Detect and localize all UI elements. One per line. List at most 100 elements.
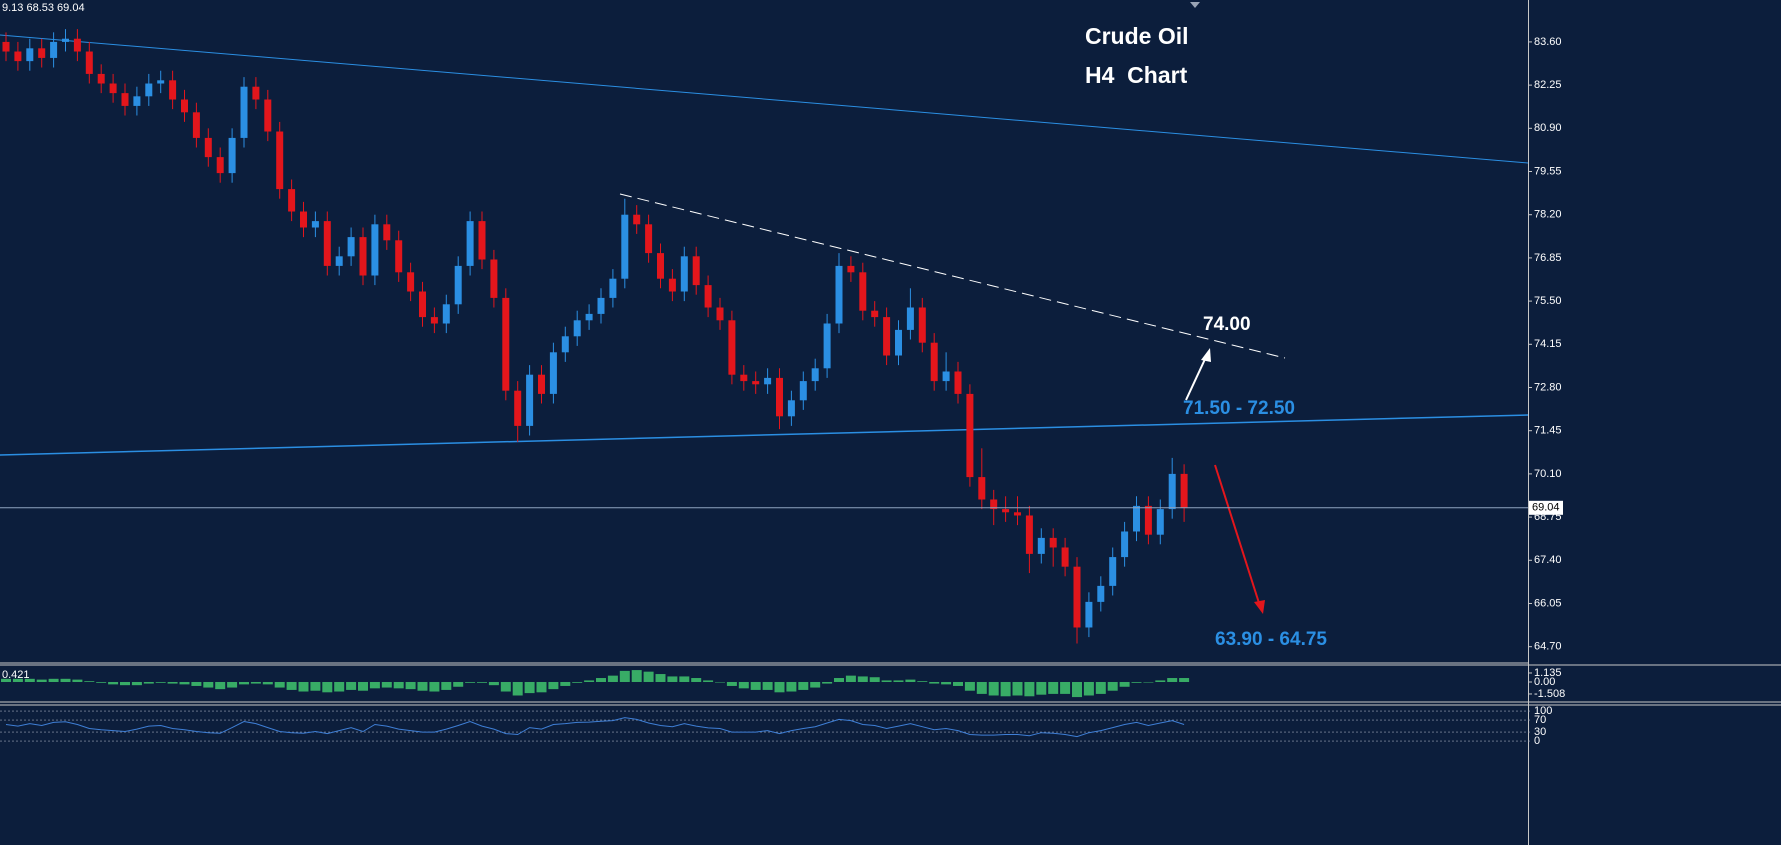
candle-body bbox=[121, 93, 129, 106]
macd-bar bbox=[798, 681, 809, 690]
down-arrow bbox=[1214, 464, 1260, 604]
candle-body bbox=[609, 278, 617, 298]
candle-body bbox=[645, 224, 653, 254]
macd-bar bbox=[750, 681, 761, 690]
candle-body bbox=[906, 307, 914, 330]
candle-body bbox=[430, 317, 438, 324]
candle-body bbox=[407, 272, 415, 292]
candle-body bbox=[38, 48, 46, 58]
macd-bar bbox=[453, 681, 464, 687]
rsi-tick-label: 0 bbox=[1534, 735, 1540, 747]
up-arrow bbox=[1185, 356, 1207, 401]
candle-body bbox=[442, 304, 450, 324]
down-arrow-head bbox=[1254, 600, 1265, 614]
macd-tick-label: 1.135 bbox=[1534, 667, 1562, 679]
candle-body bbox=[668, 278, 676, 292]
macd-bar bbox=[298, 681, 309, 692]
candle-body bbox=[954, 371, 962, 394]
macd-bar bbox=[36, 679, 47, 682]
macd-current: 0.421 bbox=[2, 669, 30, 681]
candle-body bbox=[1037, 537, 1045, 554]
macd-bar bbox=[429, 681, 440, 692]
macd-bar bbox=[120, 681, 130, 686]
candle-body bbox=[133, 96, 141, 106]
macd-bar bbox=[1155, 680, 1166, 682]
macd-bar bbox=[536, 681, 547, 693]
candle-body bbox=[692, 256, 700, 286]
candle-body bbox=[228, 137, 236, 174]
macd-bar bbox=[1072, 681, 1082, 698]
macd-bar bbox=[393, 681, 404, 689]
candle-body bbox=[181, 99, 188, 113]
macd-bar bbox=[405, 681, 416, 690]
y-tick-label: 72.80 bbox=[1534, 381, 1562, 393]
macd-bar bbox=[203, 681, 214, 688]
candle-body bbox=[585, 313, 593, 321]
macd-bar bbox=[441, 681, 452, 690]
candle-body bbox=[573, 320, 581, 337]
macd-bar bbox=[619, 670, 630, 682]
candle-body bbox=[1061, 547, 1069, 567]
macd-bar bbox=[1024, 681, 1035, 697]
macd-bar bbox=[215, 681, 226, 690]
macd-bar bbox=[358, 681, 368, 691]
rsi-tick-label: 30 bbox=[1534, 726, 1546, 738]
y-tick-label: 75.50 bbox=[1534, 295, 1562, 307]
candle-body bbox=[1085, 601, 1093, 628]
marker bbox=[1190, 2, 1200, 8]
candle-body bbox=[383, 224, 391, 241]
y-tick-label: 67.40 bbox=[1534, 554, 1562, 566]
macd-bar bbox=[167, 681, 178, 684]
candle-body bbox=[276, 131, 284, 190]
candle-body bbox=[859, 272, 867, 311]
macd-bar bbox=[322, 681, 333, 693]
macd-bar bbox=[655, 674, 666, 682]
candle-body bbox=[514, 390, 522, 426]
candle-body bbox=[311, 221, 319, 228]
macd-bar bbox=[96, 681, 107, 683]
y-tick-label: 71.45 bbox=[1534, 425, 1562, 437]
last-price-box bbox=[1529, 500, 1563, 515]
macd-bar bbox=[500, 681, 511, 692]
candle-body bbox=[478, 221, 486, 260]
candle-body bbox=[752, 381, 760, 385]
macd-bar bbox=[596, 678, 606, 682]
candle-body bbox=[240, 86, 248, 138]
candle-body bbox=[1014, 512, 1021, 516]
macd-bar bbox=[726, 681, 737, 686]
candle-body bbox=[764, 377, 772, 385]
y-tick-label: 83.60 bbox=[1534, 36, 1562, 48]
macd-bar bbox=[667, 676, 678, 682]
resistance-trendline bbox=[0, 34, 1529, 164]
support-trendline bbox=[0, 414, 1529, 456]
macd-bar bbox=[905, 679, 916, 682]
macd-bar bbox=[869, 677, 880, 682]
candle-body bbox=[990, 499, 998, 510]
candle-body bbox=[871, 310, 879, 318]
macd-bar bbox=[1048, 681, 1059, 694]
macd-bar bbox=[48, 678, 59, 682]
macd-bar bbox=[1000, 681, 1011, 697]
macd-bar bbox=[250, 681, 261, 684]
macd-tick-label: 0.00 bbox=[1534, 676, 1555, 688]
chart-title: Crude Oil bbox=[1085, 23, 1189, 49]
macd-bar bbox=[1036, 681, 1047, 695]
candle-body bbox=[1097, 585, 1105, 602]
macd-bar bbox=[286, 681, 297, 690]
macd-bar bbox=[976, 681, 987, 694]
candle-body bbox=[799, 381, 807, 401]
candle-body bbox=[26, 48, 34, 62]
candle-body bbox=[157, 80, 165, 84]
macd-bar bbox=[24, 678, 35, 682]
candle-body bbox=[978, 477, 986, 500]
y-tick-label: 82.25 bbox=[1534, 79, 1562, 91]
macd-bar bbox=[179, 681, 190, 685]
candle-body bbox=[680, 256, 688, 292]
info-text: 9.13 68.53 69.04 bbox=[2, 2, 85, 14]
macd-bar bbox=[631, 670, 642, 682]
macd-bar bbox=[227, 681, 238, 688]
macd-bar bbox=[1119, 681, 1130, 687]
candle-body bbox=[1144, 505, 1152, 535]
candle-body bbox=[538, 374, 545, 394]
